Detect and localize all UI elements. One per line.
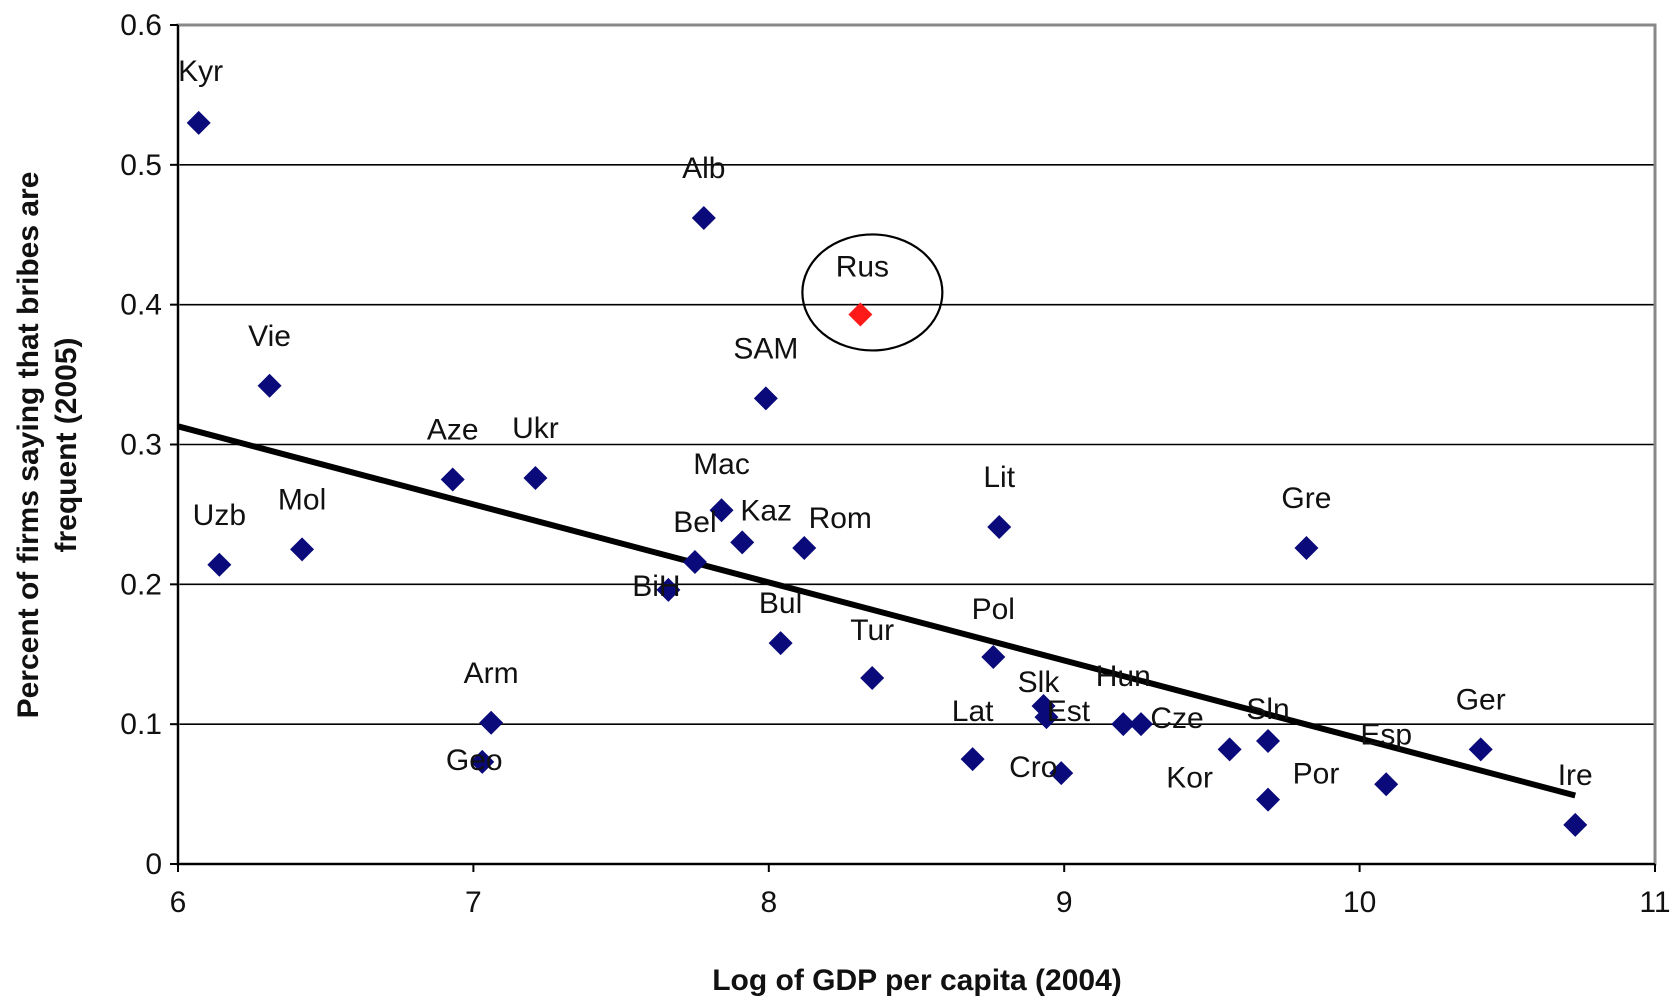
point-sam [753,386,778,411]
y-axis-title-line-1: Percent of firms saying that bribes are [12,172,45,719]
point-bih [656,577,681,602]
point-label-pol: Pol [972,593,1015,626]
trendline [177,423,1577,799]
y-tick-label-0: 0 [145,848,162,881]
point-hun [1111,712,1136,737]
x-axis-ticks: 6 7 8 9 10 11 [170,864,1671,919]
point-label-alb: Alb [682,152,725,185]
highlight-group [801,233,944,352]
x-tick-label-3: 9 [1056,886,1073,919]
point-alb [691,205,716,230]
y-axis-title-line-2: frequent (2005) [50,337,83,552]
point-vie [257,373,282,398]
point-label-geo: Geo [446,744,503,777]
point-est [1034,705,1059,730]
x-tick-label-4: 10 [1343,886,1376,919]
point-mol [290,537,315,562]
point-label-mol: Mol [278,483,326,516]
point-label-kyr: Kyr [178,55,223,88]
point-pol [981,645,1006,670]
y-tick-label-4: 0.4 [120,289,162,322]
point-label-ire: Ire [1558,759,1593,792]
point-label-hun: Hun [1096,660,1151,693]
x-tick-label-2: 8 [760,886,777,919]
point-por [1256,787,1281,812]
y-axis-title: Percent of firms saying that bribes are … [12,172,83,719]
point-label-bel: Bel [673,506,716,539]
point-rom [792,535,817,560]
point-label-gre: Gre [1281,482,1331,515]
point-label-slk: Slk [1018,666,1061,699]
plot-frame [170,23,1657,872]
point-arm [479,710,504,735]
point-label-ukr: Ukr [512,412,559,445]
point-label-sln: Sln [1246,693,1289,726]
point-kaz [730,530,755,555]
point-label-kaz: Kaz [740,494,792,527]
gridlines [178,164,1655,725]
point-label-sam: SAM [733,332,798,365]
y-tick-label-1: 0.1 [120,708,162,741]
point-label-cze: Cze [1150,702,1203,735]
point-label-tur: Tur [850,614,894,647]
point-geo [470,749,495,774]
point-label-cro: Cro [1009,751,1057,784]
point-ukr [523,466,548,491]
point-label-est: Est [1047,695,1091,728]
point-lit [987,515,1012,540]
point-ger [1468,737,1493,762]
point-label-mac: Mac [693,448,750,481]
y-tick-label-3: 0.3 [120,429,162,462]
point-gre [1294,535,1319,560]
point-label-lat: Lat [952,695,994,728]
point-uzb [207,552,232,577]
point-bel [682,549,707,574]
point-label-bih: BiH [632,570,680,603]
y-axis-ticks: 0 0.1 0.2 0.3 0.4 0.5 0.6 [120,9,178,881]
point-label-rom: Rom [809,502,872,535]
point-label-bul: Bul [759,587,802,620]
x-tick-label-5: 11 [1639,886,1670,919]
point-label-kor: Kor [1166,761,1213,794]
point-bul [768,631,793,656]
point-labels: Kyr Uzb Vie Mol Aze Arm Geo Ukr BiH Bel Mac Alb Kaz S… [178,55,1593,794]
y-tick-label-2: 0.2 [120,568,162,601]
point-mac [709,498,734,523]
point-lat [960,747,985,772]
highlight-circle [801,233,944,352]
x-axis-title: Log of GDP per capita (2004) [712,964,1122,997]
x-tick-label-0: 6 [170,886,187,919]
point-kyr [186,110,211,135]
y-tick-label-6: 0.6 [120,9,162,42]
point-label-aze: Aze [427,413,479,446]
point-sln [1256,728,1281,753]
y-tick-label-5: 0.5 [120,149,162,182]
point-label-por: Por [1293,758,1340,791]
point-aze [440,467,465,492]
point-cze [1129,712,1154,737]
point-label-rus: Rus [836,250,889,283]
x-tick-label-1: 7 [465,886,482,919]
point-tur [860,666,885,691]
trendline-group [177,423,1577,799]
point-label-ger: Ger [1456,683,1506,716]
point-kor [1217,737,1242,762]
point-label-esp: Esp [1360,718,1412,751]
point-label-arm: Arm [464,657,519,690]
point-esp [1374,772,1399,797]
point-ire [1563,812,1588,837]
data-points [186,110,1588,837]
point-cro [1049,761,1074,786]
point-label-lit: Lit [983,461,1015,494]
point-rus [848,302,873,327]
point-label-uzb: Uzb [193,499,246,532]
point-label-vie: Vie [248,320,291,353]
